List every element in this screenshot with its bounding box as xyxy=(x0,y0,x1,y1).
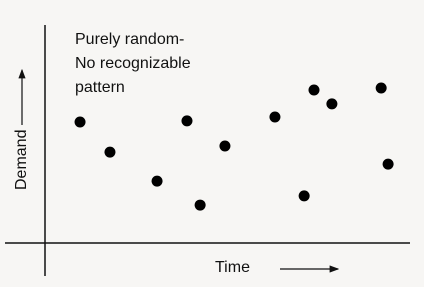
data-point xyxy=(299,190,310,201)
chart: Purely random- No recognizable pattern T… xyxy=(0,0,424,287)
annotation: No recognizable xyxy=(75,55,191,72)
page: {"chart_data": {"type": "scatter", "anno… xyxy=(0,0,424,287)
data-point xyxy=(219,140,230,151)
data-point xyxy=(269,111,280,122)
annotation: Purely random- xyxy=(75,31,184,48)
annotation: pattern xyxy=(75,79,125,96)
background xyxy=(0,0,424,287)
data-point xyxy=(152,176,163,187)
data-point xyxy=(104,147,115,158)
data-point xyxy=(383,159,394,170)
data-point xyxy=(309,84,320,95)
data-point xyxy=(326,98,337,109)
data-point xyxy=(195,200,206,211)
data-point xyxy=(376,83,387,94)
data-point xyxy=(181,115,192,126)
data-point xyxy=(75,117,86,128)
x-axis-label: Time xyxy=(215,259,250,276)
y-axis-label: Demand xyxy=(13,130,30,190)
